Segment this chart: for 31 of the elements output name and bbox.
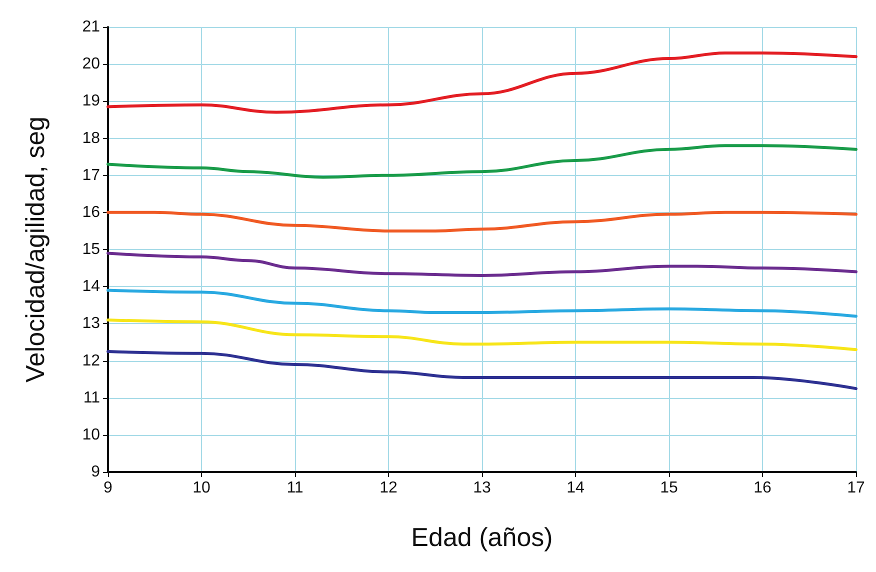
x-tick-label: 14: [566, 480, 584, 496]
x-tick-label: 16: [754, 480, 772, 496]
x-tick-label: 10: [192, 480, 210, 496]
y-axis-title: Velocidad/agilidad, seg: [20, 116, 50, 382]
line-series: [106, 144, 858, 179]
line-series: [106, 252, 858, 277]
x-tick-label: 13: [473, 480, 491, 496]
x-tick-label: 17: [847, 480, 865, 496]
y-tick-label: 18: [82, 130, 100, 147]
y-tick-label: 9: [91, 464, 100, 480]
x-tick-label: 11: [286, 480, 304, 496]
x-tick-label: 15: [660, 480, 678, 496]
line-series: [106, 288, 858, 318]
y-tick-label: 15: [82, 241, 100, 258]
y-tick-label: 13: [82, 315, 100, 332]
y-tick-label: 20: [82, 56, 100, 73]
y-tick-label: 12: [82, 352, 100, 370]
x-tick-label: 12: [380, 480, 398, 496]
line-series: [106, 350, 858, 390]
y-tick-label: 19: [82, 92, 100, 110]
y-tick-label: 11: [83, 389, 100, 406]
y-tick-label: 16: [82, 204, 100, 221]
y-tick-label: 10: [82, 426, 100, 444]
y-tick-label: 21: [82, 18, 100, 36]
line-series: [106, 210, 858, 232]
y-tick-label: 14: [82, 278, 100, 296]
line-series: [106, 318, 858, 352]
line-series: [106, 51, 858, 114]
y-tick-label: 17: [82, 166, 100, 184]
x-tick-label: 9: [104, 480, 113, 496]
x-axis-title: Edad (años): [411, 522, 553, 552]
